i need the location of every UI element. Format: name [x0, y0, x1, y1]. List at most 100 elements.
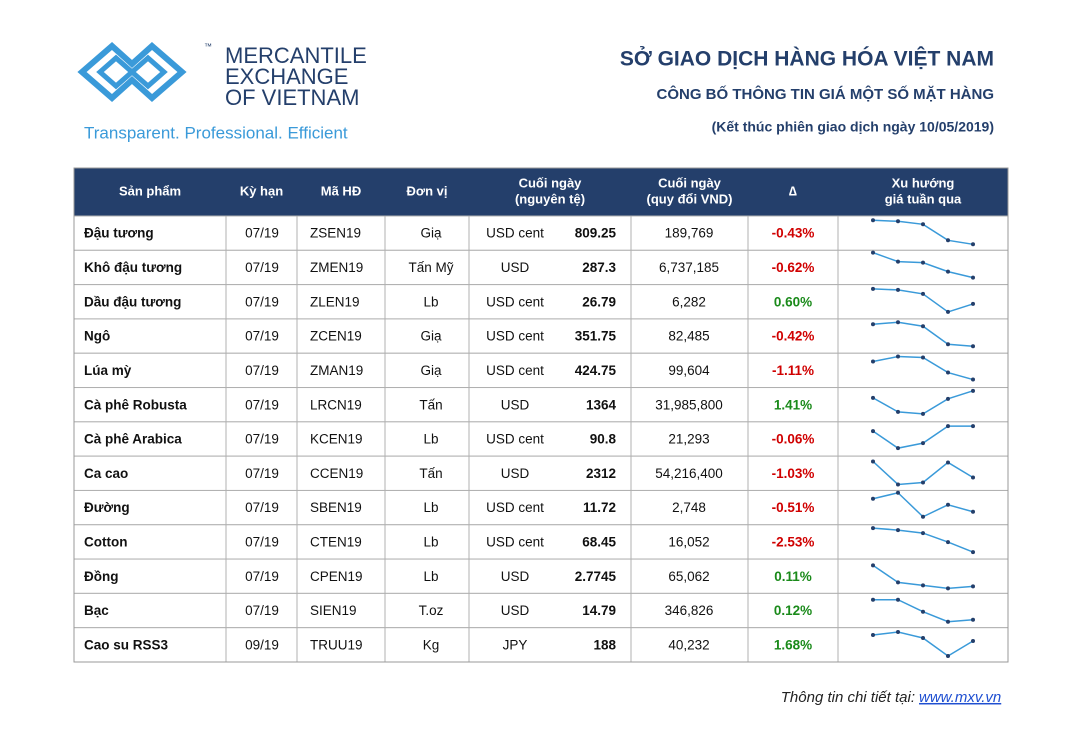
vnd-price: 189,769: [665, 226, 714, 241]
unit: Giạ: [420, 226, 442, 241]
trend-point: [971, 639, 975, 643]
unit: Tấn Mỹ: [408, 260, 453, 275]
trend-point: [971, 388, 975, 393]
term: 07/19: [245, 569, 279, 584]
trend-point: [946, 460, 950, 465]
term: 07/19: [245, 432, 279, 447]
change: 0.11%: [774, 569, 812, 584]
currency: USD: [501, 603, 530, 618]
code: CCEN19: [310, 466, 363, 481]
product: Cao su RSS3: [84, 637, 169, 652]
product: Khô đậu tương: [84, 260, 182, 275]
change: -1.11%: [772, 363, 814, 378]
currency: USD cent: [486, 432, 544, 447]
currency: USD cent: [486, 329, 544, 344]
column-header: Đơn vị: [406, 183, 447, 198]
trend-point: [946, 269, 950, 274]
trend-point: [871, 633, 875, 637]
vnd-price: 6,282: [672, 294, 706, 309]
unit: Kg: [423, 637, 440, 652]
term: 07/19: [245, 603, 279, 618]
trend-point: [946, 370, 950, 375]
column-header: Kỳ hạn: [240, 183, 283, 198]
row: [73, 421, 1009, 457]
currency: USD: [501, 260, 530, 275]
vnd-price: 54,216,400: [655, 466, 723, 481]
vnd-price: 99,604: [668, 363, 710, 378]
trend-point: [896, 354, 900, 359]
trend-point: [871, 322, 875, 327]
code: ZMEN19: [310, 260, 363, 275]
title: SỞ GIAO DỊCH HÀNG HÓA VIỆT NAM: [620, 47, 994, 71]
term: 07/19: [245, 260, 279, 275]
trend-point: [946, 502, 950, 507]
price: 2312: [586, 466, 616, 481]
column-header: Cuối ngày: [658, 175, 722, 190]
trend-point: [971, 617, 975, 622]
currency: USD: [501, 569, 530, 584]
trend-point: [946, 654, 950, 658]
currency: USD: [501, 466, 530, 481]
header-row: [74, 168, 1008, 216]
trend-point: [871, 218, 875, 223]
logo-text: EXCHANGE: [225, 64, 348, 89]
trend-point: [896, 580, 900, 585]
trend-point: [871, 459, 875, 464]
trend-point: [896, 597, 900, 602]
vnd-price: 31,985,800: [655, 397, 723, 412]
trend-point: [971, 509, 975, 514]
row: [73, 489, 1009, 526]
row: [73, 558, 1009, 594]
trend-point: [946, 540, 950, 545]
change: -0.62%: [772, 260, 815, 275]
code: SBEN19: [310, 500, 362, 515]
currency: JPY: [503, 637, 528, 652]
trend-point: [896, 409, 900, 414]
trend-point: [871, 286, 875, 291]
code: ZCEN19: [310, 329, 362, 344]
change: -1.03%: [772, 466, 815, 481]
trend-point: [871, 429, 875, 434]
trend-point: [871, 395, 875, 400]
code: TRUU19: [310, 637, 363, 652]
vnd-price: 40,232: [668, 637, 709, 652]
currency: USD cent: [486, 363, 544, 378]
vnd-price: 6,737,185: [659, 260, 719, 275]
subtitle: CÔNG BỐ THÔNG TIN GIÁ MỘT SỐ MẶT HÀNG: [657, 85, 995, 103]
trend-point: [921, 441, 925, 446]
row: [73, 592, 1009, 629]
term: 07/19: [245, 397, 279, 412]
currency: USD cent: [486, 294, 544, 309]
footer-link[interactable]: www.mxv.vn: [919, 689, 1001, 706]
trend-point: [971, 301, 975, 306]
trend-point: [971, 424, 975, 429]
code: KCEN19: [310, 432, 363, 447]
unit: Lb: [423, 294, 438, 309]
change: -0.43%: [772, 226, 815, 241]
trend-point: [896, 287, 900, 292]
trend-point: [971, 550, 975, 555]
change: 0.12%: [774, 603, 812, 618]
table-border: [73, 167, 1009, 663]
trend-point: [871, 250, 875, 255]
trend-point: [971, 275, 975, 280]
trademark: ™: [204, 42, 212, 51]
trend-point: [896, 490, 900, 495]
currency: USD cent: [486, 500, 544, 515]
trend-point: [871, 496, 875, 501]
column-header: Mã HĐ: [321, 183, 361, 198]
footer-label: Thông tin chi tiết tại:: [781, 689, 915, 706]
unit: Lb: [423, 500, 438, 515]
trend-point: [971, 377, 975, 382]
vnd-price: 346,826: [665, 603, 714, 618]
row: [73, 352, 1009, 389]
column-header: Xu hướng: [892, 175, 955, 190]
code: CPEN19: [310, 569, 363, 584]
column-header: (nguyên tệ): [515, 191, 585, 206]
currency: USD cent: [486, 534, 544, 549]
logo-mark: [77, 41, 187, 103]
product: Cà phê Arabica: [84, 432, 182, 447]
currency: USD cent: [486, 226, 544, 241]
trend-point: [971, 584, 975, 589]
price: 287.3: [582, 260, 616, 275]
